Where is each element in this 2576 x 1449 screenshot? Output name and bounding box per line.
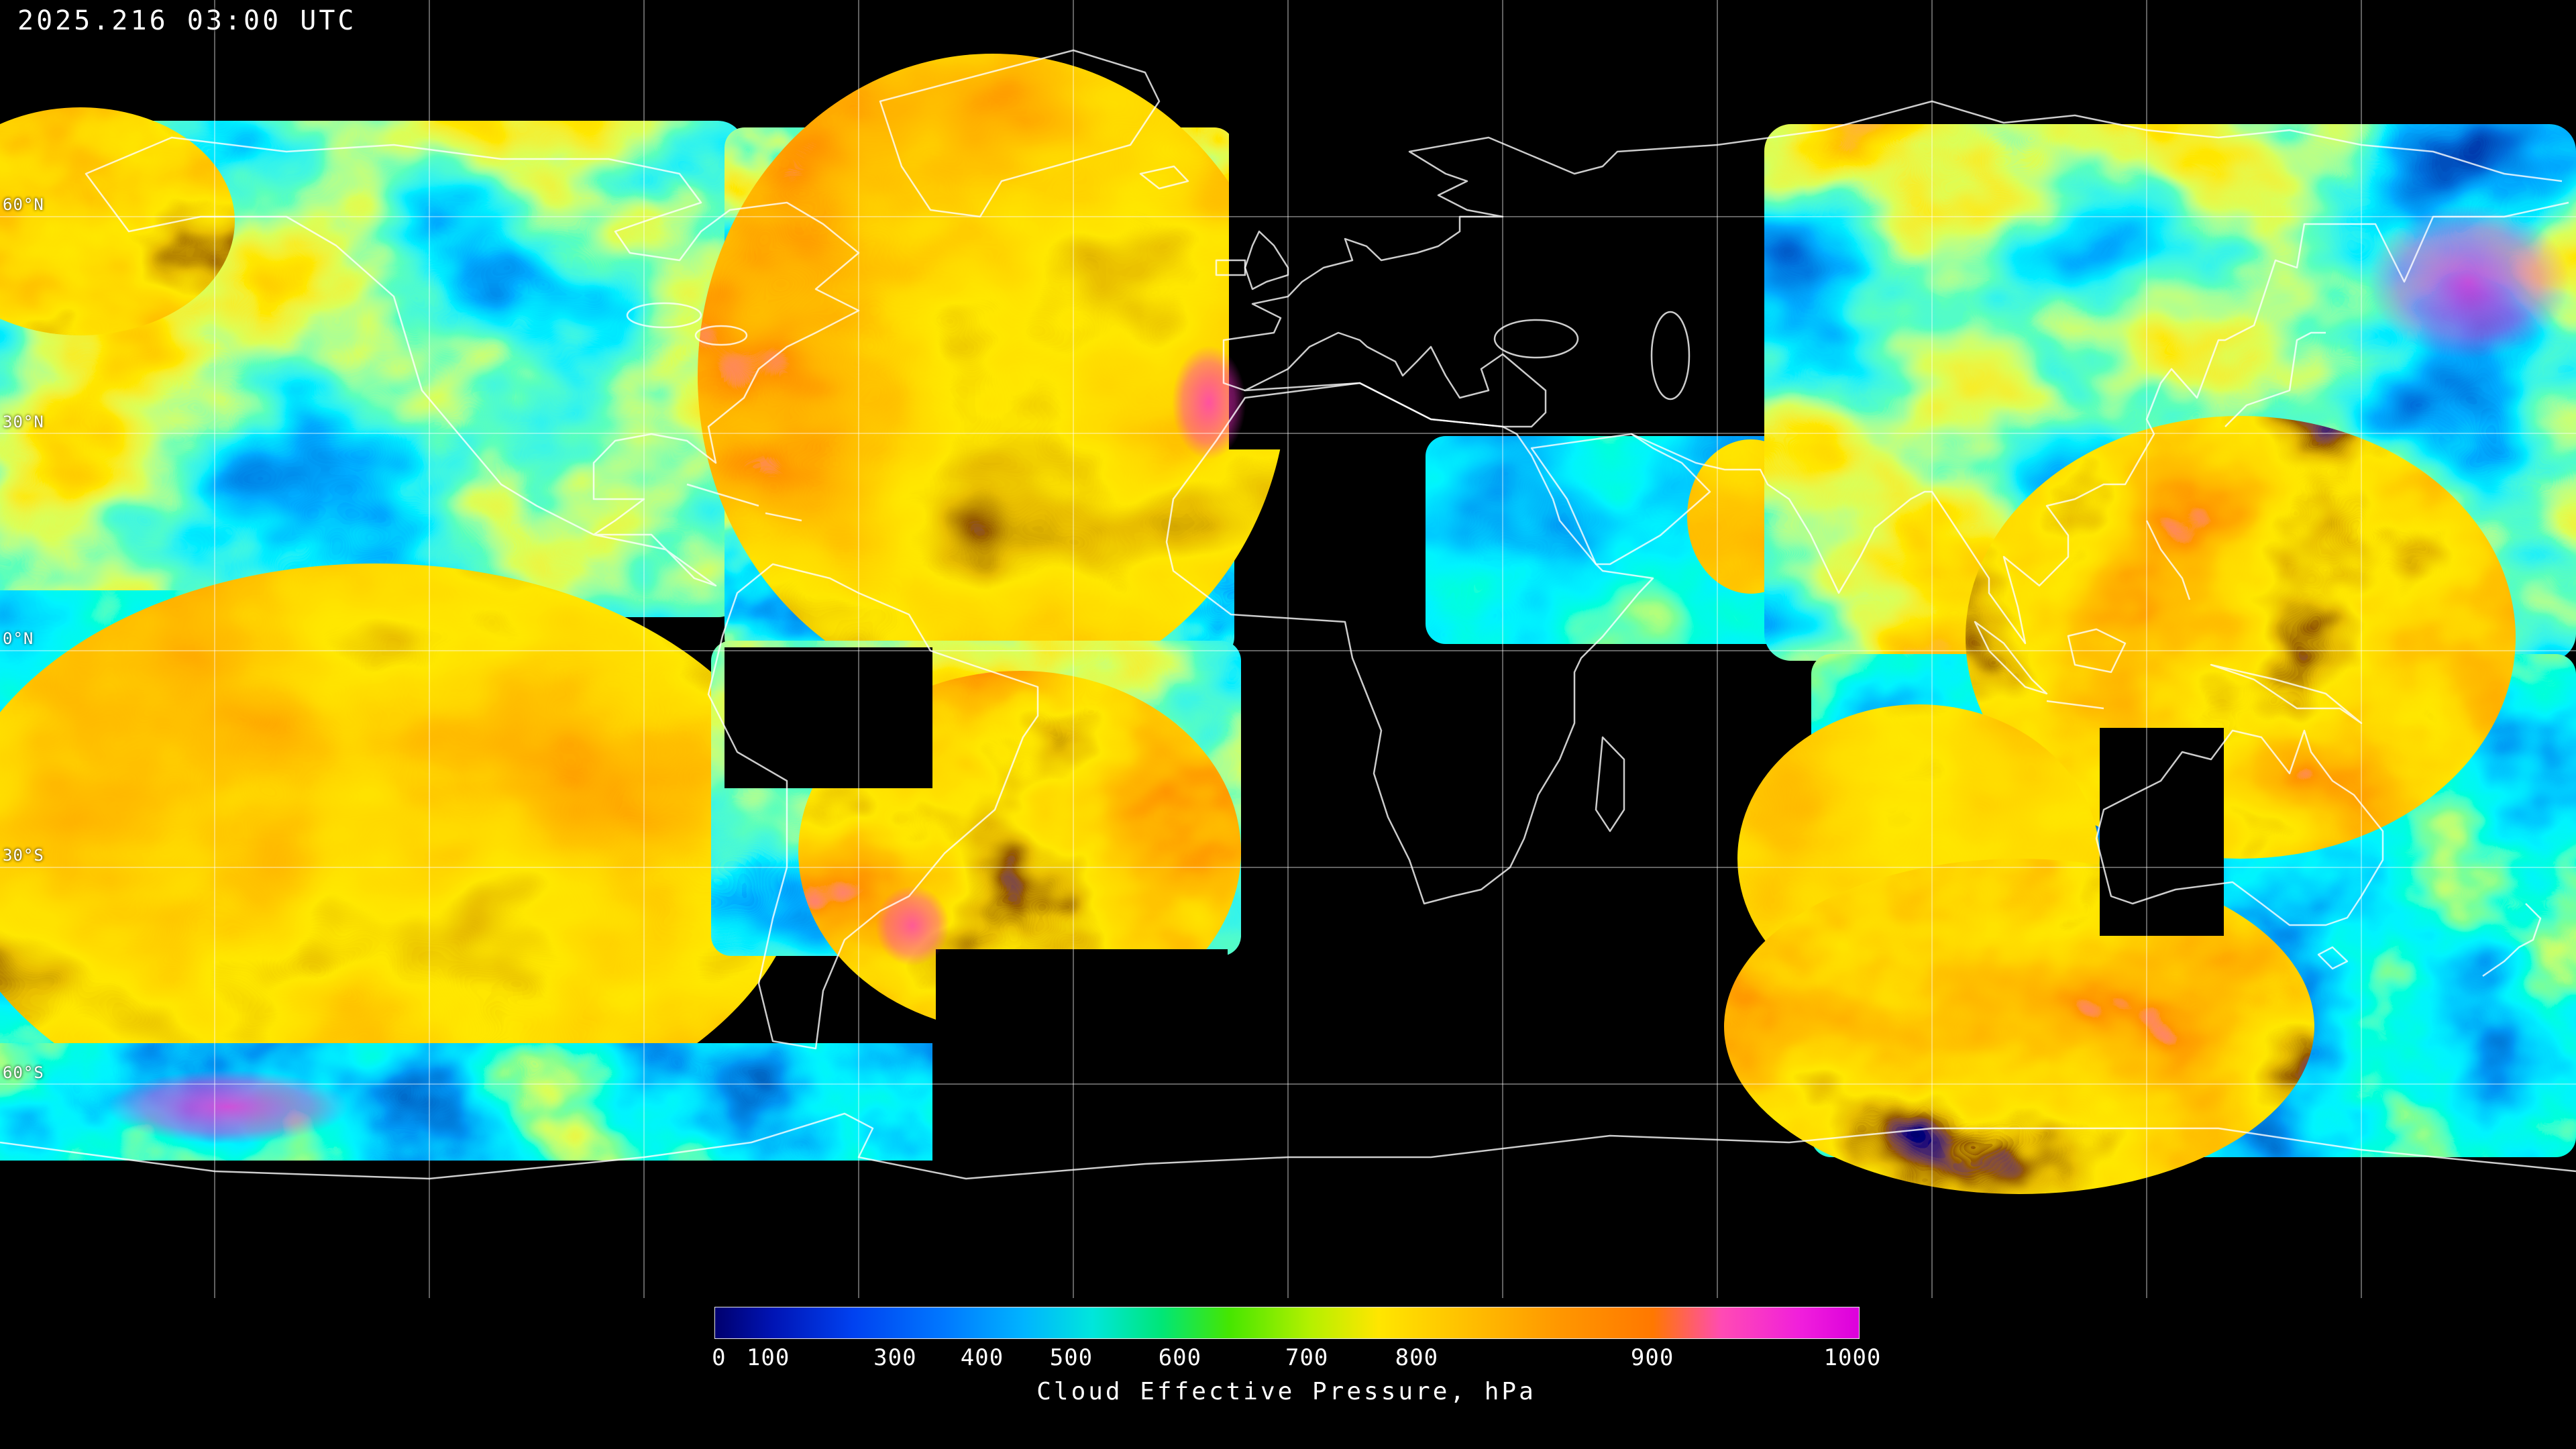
- latitude-label-60n: 60°N: [3, 195, 44, 215]
- colorbar-ticks: 0 100 300 400 500 600 700 800 900 1000: [712, 1344, 1880, 1374]
- colorbar: [714, 1307, 1860, 1339]
- coastlines: [0, 49, 2576, 1180]
- colorbar-legend: 0 100 300 400 500 600 700 800 900 1000 C…: [0, 1301, 2576, 1449]
- timestamp: 2025.216 03:00 UTC: [17, 5, 357, 36]
- latitude-label-0n: 0°N: [3, 629, 34, 648]
- latitude-label-60s: 60°S: [3, 1063, 44, 1082]
- data-gap: [1229, 101, 1450, 449]
- data-gap: [724, 647, 932, 788]
- satellite-composite: [0, 0, 2576, 1298]
- colorbar-tick: 900: [1630, 1344, 1674, 1371]
- colorbar-tick: 1000: [1823, 1344, 1882, 1371]
- graticule: [0, 0, 2576, 1298]
- colorbar-tick: 0: [712, 1344, 727, 1371]
- colorbar-tick: 100: [746, 1344, 790, 1371]
- colorbar-title: Cloud Effective Pressure, hPa: [1036, 1378, 1536, 1405]
- colorbar-tick: 300: [873, 1344, 917, 1371]
- data-gap: [936, 949, 1228, 1154]
- data-gap: [2100, 728, 2224, 936]
- latitude-label-30n: 30°N: [3, 412, 44, 431]
- colorbar-tick: 800: [1395, 1344, 1439, 1371]
- colorbar-tick: 600: [1158, 1344, 1202, 1371]
- colorbar-tick: 500: [1049, 1344, 1093, 1371]
- colorbar-tick: 400: [960, 1344, 1004, 1371]
- colorbar-tick: 700: [1285, 1344, 1329, 1371]
- world-map: 2025.216 03:00 UTC 60°N 30°N 0°N 30°S 60…: [0, 0, 2576, 1298]
- latitude-label-30s: 30°S: [3, 846, 44, 865]
- cloud-pressure-field: [0, 54, 2576, 1194]
